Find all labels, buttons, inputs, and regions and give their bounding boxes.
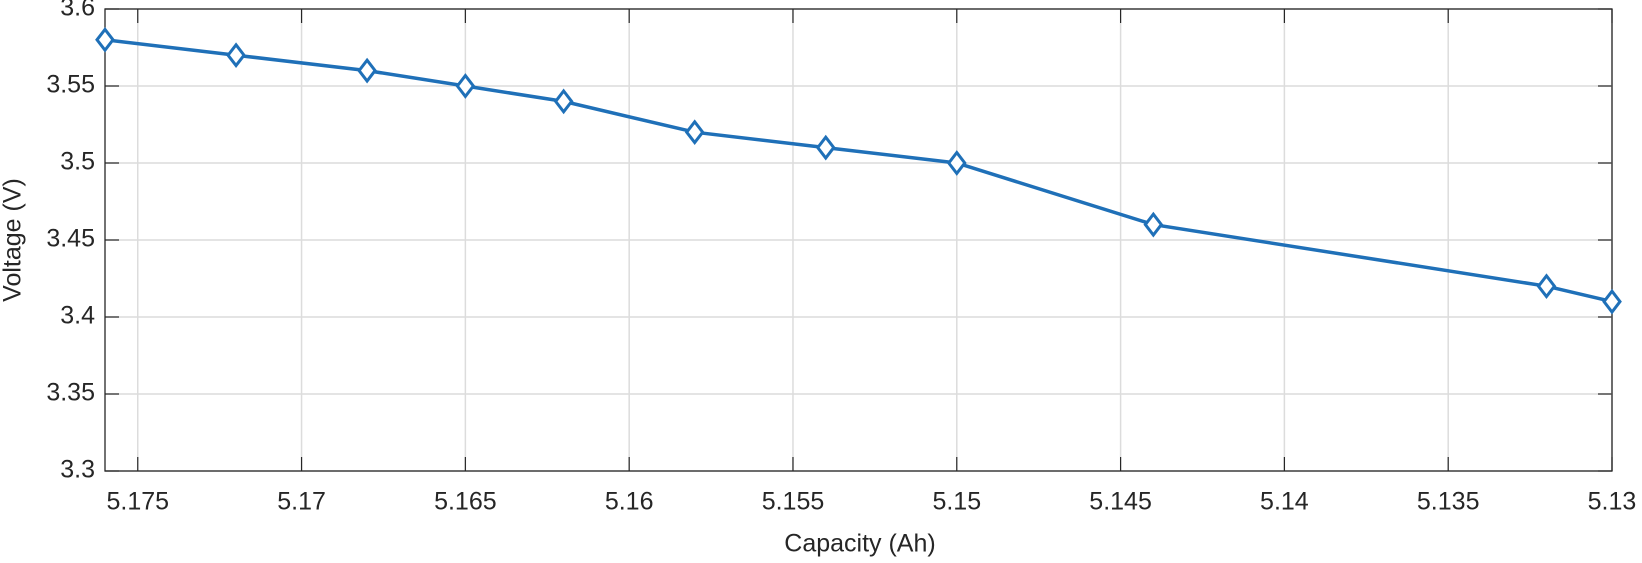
- y-tick-label: 3.3: [60, 456, 95, 484]
- marker: [553, 88, 574, 115]
- x-tick-label: 5.13: [1588, 488, 1637, 516]
- marker: [226, 42, 246, 69]
- x-tick-label: 5.175: [106, 488, 169, 516]
- y-tick-label: 3.5: [60, 148, 95, 176]
- x-tick-label: 5.165: [434, 488, 497, 516]
- x-tick-label: 5.14: [1260, 488, 1309, 516]
- plot-frame: [104, 8, 1613, 472]
- x-tick-label: 5.145: [1089, 488, 1152, 516]
- line: [104, 38, 1613, 304]
- marker: [95, 26, 115, 53]
- x-tick-label: 5.15: [932, 488, 981, 516]
- marker: [815, 134, 836, 161]
- y-tick-label: 3.55: [46, 71, 95, 99]
- y-tick-label: 3.6: [60, 0, 95, 22]
- marker: [946, 150, 967, 176]
- marker: [1602, 288, 1622, 315]
- y-tick-label: 3.4: [60, 302, 95, 330]
- x-axis-label: Capacity (Ah): [784, 530, 935, 558]
- marker: [684, 119, 705, 146]
- x-tick-label: 5.16: [605, 488, 654, 516]
- x-tick-label: 5.155: [762, 488, 825, 516]
- y-tick-label: 3.45: [46, 225, 95, 253]
- marker: [1143, 211, 1164, 238]
- y-axis-label: Voltage (V): [0, 178, 27, 302]
- x-tick-label: 5.17: [277, 488, 326, 516]
- marker: [1536, 273, 1557, 300]
- marker: [357, 57, 377, 84]
- marker: [455, 73, 476, 99]
- x-tick-label: 5.135: [1417, 488, 1480, 516]
- y-tick-label: 3.35: [46, 379, 95, 407]
